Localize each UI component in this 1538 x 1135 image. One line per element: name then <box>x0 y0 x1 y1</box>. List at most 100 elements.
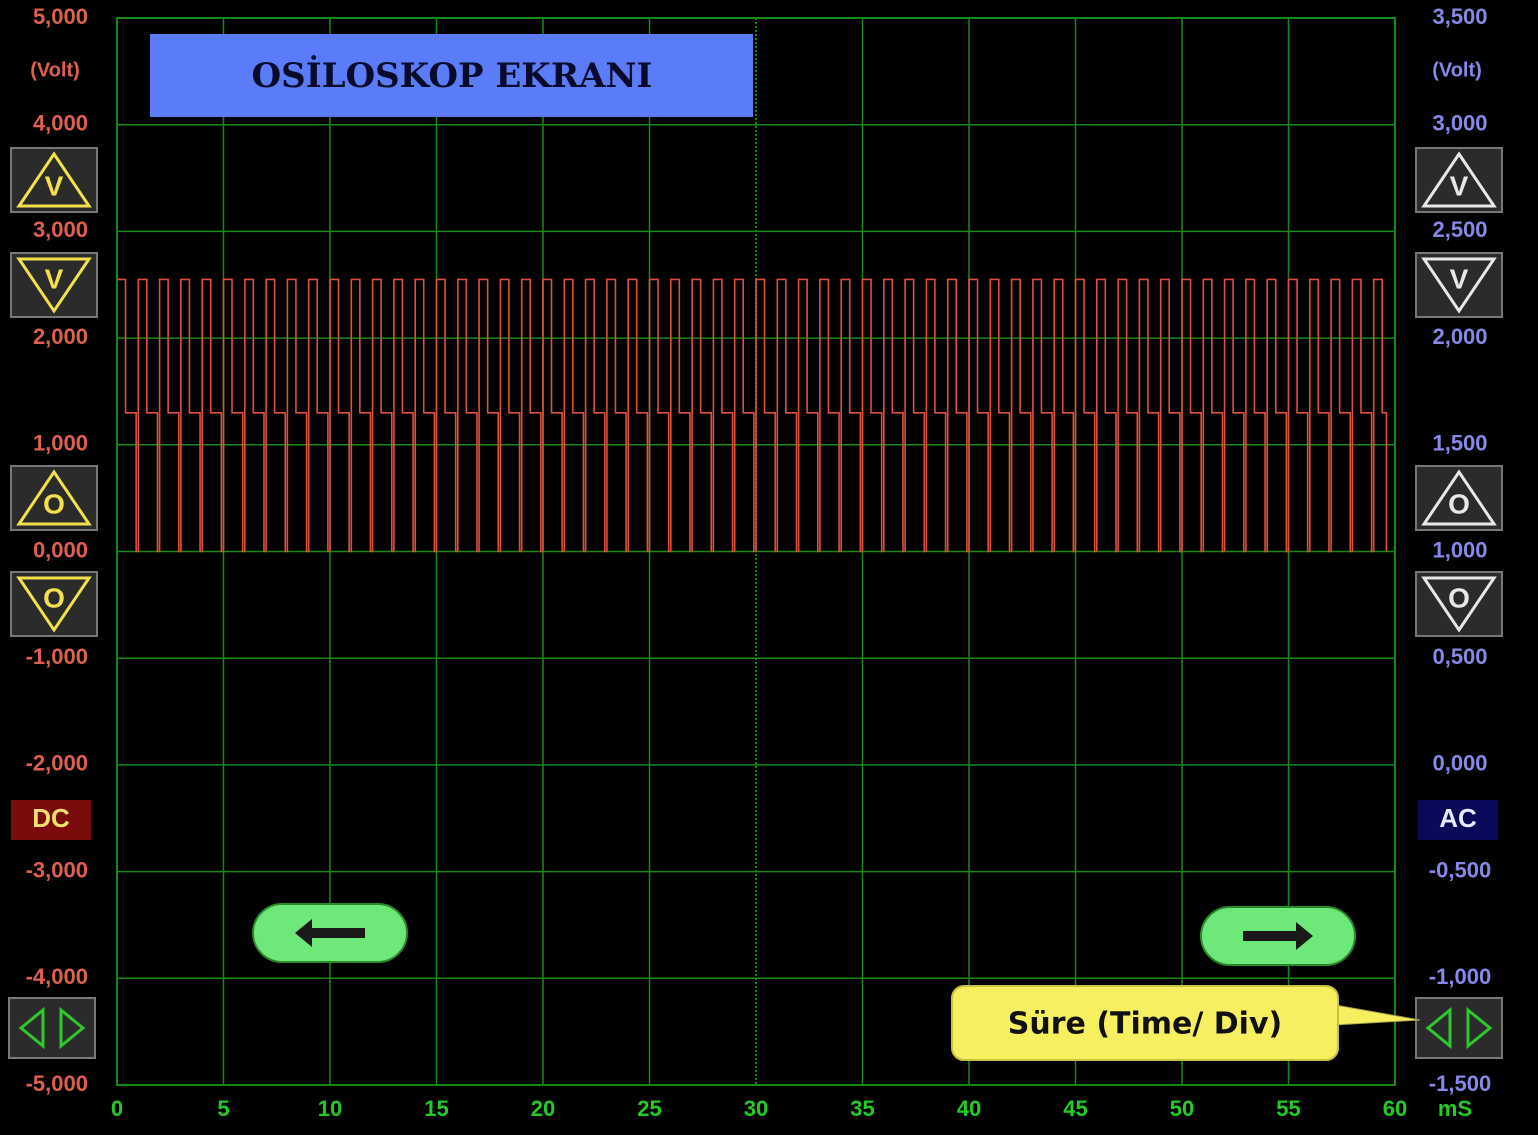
signal-pulse <box>776 278 799 553</box>
button-frame[interactable] <box>1415 465 1503 531</box>
arrow-icon[interactable] <box>295 919 365 947</box>
signal-pulse <box>606 278 629 553</box>
signal-pulse <box>904 278 927 553</box>
scroll-button[interactable] <box>1200 906 1356 966</box>
x-tick-label: 20 <box>531 1096 555 1121</box>
mode-box <box>1418 800 1498 840</box>
signal-pulse <box>1159 278 1182 553</box>
adjust-button[interactable]: V <box>1415 252 1503 318</box>
y-tick-label: -4,000 <box>26 964 88 989</box>
y2-tick-label: 3,000 <box>1432 111 1487 136</box>
signal-pulse <box>1330 278 1353 553</box>
y2-tick-label: -1,500 <box>1429 1071 1491 1096</box>
x-tick-label: 5 <box>217 1096 229 1121</box>
signal-pulse <box>222 278 245 553</box>
y-tick-label: -5,000 <box>26 1071 88 1096</box>
button-label[interactable]: V <box>45 263 64 294</box>
mode-label: AC <box>1439 803 1477 833</box>
signal-pulse <box>755 278 778 553</box>
time-div-button[interactable] <box>8 997 96 1059</box>
button-label[interactable]: V <box>1450 263 1469 294</box>
signal-pulse <box>286 278 309 553</box>
x-tick-label: 15 <box>424 1096 448 1121</box>
title: OSİLOSKOP EKRANI <box>252 55 653 96</box>
signal-pulse <box>989 278 1012 553</box>
adjust-button[interactable]: V <box>10 252 98 318</box>
left-triangle[interactable] <box>18 1006 45 1050</box>
signal-pulse <box>1287 278 1310 553</box>
signal-pulse <box>265 278 288 553</box>
y-tick-label: 3,000 <box>33 217 88 242</box>
adjust-button[interactable]: O <box>1415 465 1503 531</box>
left-triangle[interactable] <box>1425 1006 1452 1050</box>
y-tick-label: 1,000 <box>33 431 88 456</box>
button-label[interactable]: O <box>1448 582 1470 613</box>
button-triangle[interactable] <box>1421 469 1497 526</box>
signal-pulse <box>244 278 267 553</box>
y2-tick-label: 1,500 <box>1432 431 1487 456</box>
signal-pulse <box>1053 278 1076 553</box>
button-triangle[interactable] <box>1421 576 1497 633</box>
adjust-button[interactable]: O <box>10 571 98 637</box>
x-tick-label: 50 <box>1170 1096 1194 1121</box>
signal-pulse <box>435 278 458 553</box>
signal-pulse <box>1351 278 1374 553</box>
y2-tick-label: -1,000 <box>1429 964 1491 989</box>
y2-tick-label: 3,500 <box>1432 4 1487 29</box>
right-triangle[interactable] <box>1466 1006 1493 1050</box>
button-frame[interactable] <box>10 147 98 213</box>
y-tick-label: 0,000 <box>33 537 88 562</box>
signal-pulse <box>414 278 437 553</box>
signal-pulse <box>1117 278 1140 553</box>
mode-label: DC <box>32 803 70 833</box>
signal-pulse <box>1202 278 1225 553</box>
button-triangle[interactable] <box>16 469 92 526</box>
adjust-button[interactable]: V <box>1415 147 1503 213</box>
button-frame[interactable] <box>10 252 98 318</box>
y2-tick-label: 0,500 <box>1432 644 1487 669</box>
arrow-icon[interactable] <box>1243 922 1313 950</box>
signal-pulse <box>819 278 842 553</box>
button-frame[interactable] <box>10 465 98 531</box>
signal-pulse <box>861 278 884 553</box>
signal-pulse <box>1138 278 1161 553</box>
signal-pulse <box>499 278 522 553</box>
button-label[interactable]: V <box>45 170 64 201</box>
signal-pulse <box>733 278 756 553</box>
y2-tick-label: 1,000 <box>1432 537 1487 562</box>
button-triangle[interactable] <box>1421 151 1497 208</box>
button-triangle[interactable] <box>16 576 92 633</box>
signal-pulse <box>1372 278 1388 552</box>
signal-pulse <box>180 278 203 553</box>
y2-tick-label: 2,500 <box>1432 217 1487 242</box>
signal-pulse <box>520 278 543 553</box>
signal-pulse <box>201 278 224 553</box>
signal-pulse <box>925 278 948 553</box>
x-tick-label: 30 <box>744 1096 768 1121</box>
y-tick-label: -1,000 <box>26 644 88 669</box>
button-label[interactable]: V <box>1450 170 1469 201</box>
scroll-button[interactable] <box>252 903 408 963</box>
button-frame[interactable] <box>1415 147 1503 213</box>
y-tick-label: -3,000 <box>26 857 88 882</box>
y2-tick-label: -0,500 <box>1429 857 1491 882</box>
button-triangle[interactable] <box>1421 257 1497 314</box>
button-frame[interactable] <box>1415 571 1503 637</box>
button-label[interactable]: O <box>43 488 65 519</box>
button-label[interactable]: O <box>1448 488 1470 519</box>
button-triangle[interactable] <box>16 257 92 314</box>
y-tick-label: 5,000 <box>33 4 88 29</box>
y-unit: (Volt) <box>30 59 80 81</box>
adjust-button[interactable]: V <box>10 147 98 213</box>
adjust-button[interactable]: O <box>1415 571 1503 637</box>
signal-pulse <box>1245 278 1268 553</box>
button-frame[interactable] <box>1415 252 1503 318</box>
button-label[interactable]: O <box>43 582 65 613</box>
button-triangle[interactable] <box>16 151 92 208</box>
right-triangle[interactable] <box>59 1006 86 1050</box>
button-frame[interactable] <box>10 571 98 637</box>
time-div-button[interactable] <box>1415 997 1503 1059</box>
adjust-button[interactable]: O <box>10 465 98 531</box>
x-tick-label: 40 <box>957 1096 981 1121</box>
